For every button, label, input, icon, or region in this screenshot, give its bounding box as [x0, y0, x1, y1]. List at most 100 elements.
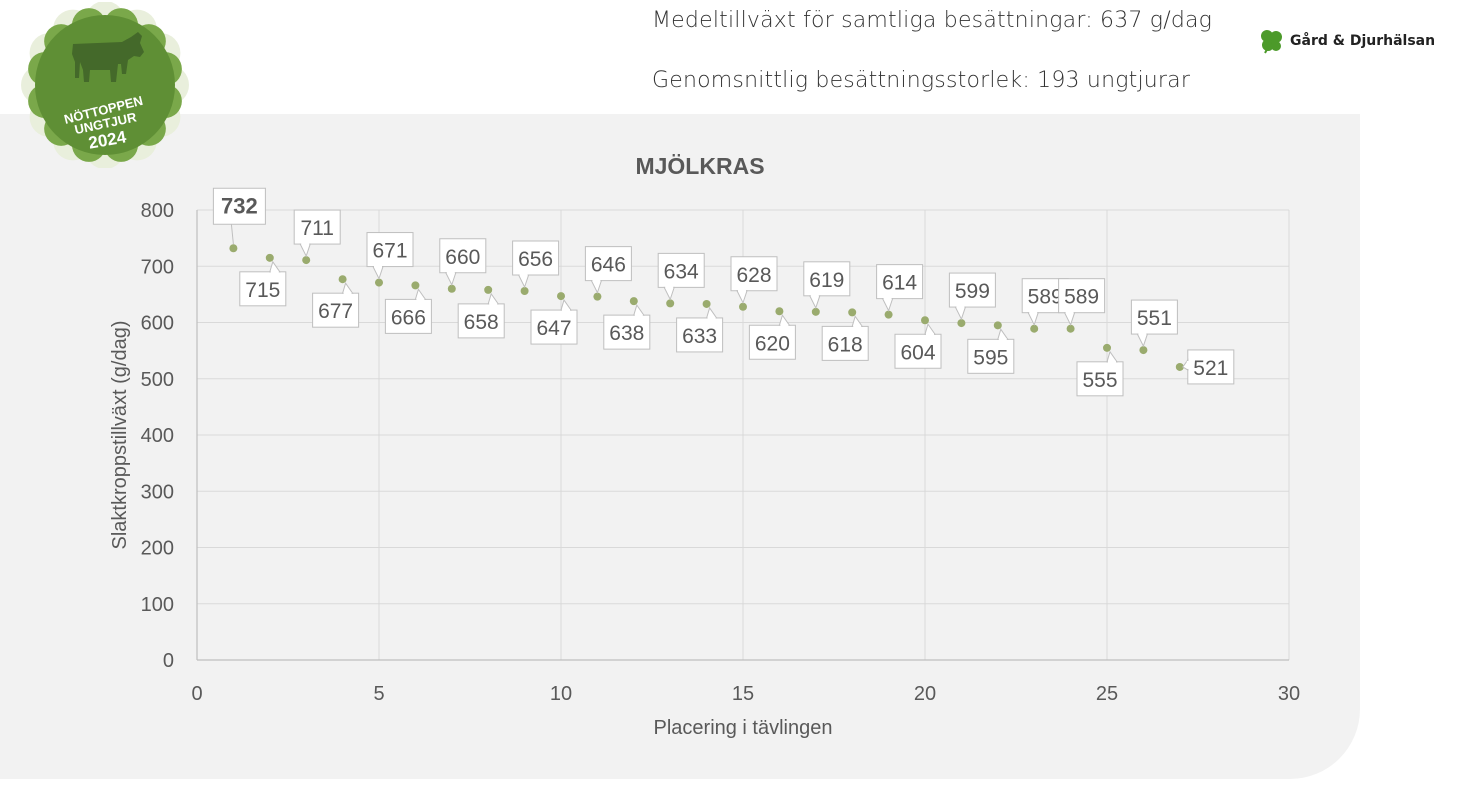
data-label-pointer [1106, 350, 1118, 363]
data-label-text: 589 [1064, 286, 1099, 309]
data-point [957, 319, 966, 328]
data-label-pointer [560, 298, 572, 311]
x-tick-label: 25 [1096, 683, 1118, 705]
data-point [811, 307, 820, 316]
data-label: 715 [239, 260, 287, 307]
data-label-box [948, 272, 996, 308]
data-label-pointer [299, 243, 311, 258]
data-label-box [803, 261, 851, 297]
data-point [1030, 324, 1039, 333]
data-label: 595 [967, 328, 1015, 374]
data-label: 711 [293, 209, 341, 258]
data-label: 638 [603, 303, 651, 350]
y-tick-label: 100 [141, 594, 174, 616]
brand-name: Gård & Djurhälsan [1290, 33, 1436, 49]
data-label-box [212, 187, 266, 225]
data-label-text: 633 [682, 325, 717, 348]
data-point [411, 281, 420, 290]
x-tick-label: 0 [191, 683, 202, 705]
data-label: 677 [312, 282, 360, 328]
data-label: 620 [748, 314, 796, 360]
nottoppen-badge: NÖTTOPPEN UNGTJUR 2024 [21, 2, 189, 168]
data-label-pointer [517, 274, 530, 289]
data-label: 634 [657, 252, 705, 301]
data-point [265, 253, 274, 262]
data-label-text: 638 [609, 322, 644, 345]
data-label-box [293, 209, 341, 245]
data-label-box [312, 292, 360, 328]
data-label-box [457, 303, 505, 339]
data-label-text: 555 [1082, 369, 1117, 392]
chart-title: MJÖLKRAS [635, 153, 764, 179]
data-label-pointer [590, 280, 603, 294]
data-label-text: 715 [245, 279, 280, 302]
data-label: 633 [676, 306, 724, 353]
data-point [229, 244, 238, 253]
data-label-box [676, 317, 724, 353]
data-point [520, 287, 529, 295]
data-label-text: 620 [755, 332, 790, 355]
data-label-text: 619 [809, 269, 844, 292]
data-point [848, 308, 857, 317]
data-label-text: 551 [1137, 307, 1172, 330]
data-label-pointer [924, 323, 936, 335]
data-label: 646 [584, 246, 632, 294]
data-label-box [439, 238, 487, 274]
data-point [484, 285, 493, 294]
data-label-text: 732 [221, 193, 258, 218]
data-label-pointer [372, 266, 384, 280]
data-point [666, 299, 675, 308]
data-label-text: 634 [664, 260, 699, 283]
data-point [302, 256, 311, 265]
data-point [375, 278, 383, 287]
data-point [702, 299, 711, 308]
axes [196, 210, 1289, 661]
data-points [229, 244, 1184, 371]
data-label: 628 [730, 256, 778, 305]
data-label-text: 646 [591, 254, 626, 277]
data-label-box [657, 252, 705, 288]
data-point [1066, 324, 1075, 333]
data-label-pointer [851, 315, 864, 327]
data-label: 656 [512, 240, 560, 289]
data-label-box [366, 232, 414, 268]
data-label-box [384, 298, 432, 334]
data-label-box [748, 324, 796, 360]
y-tick-label: 400 [141, 425, 174, 447]
data-label-text: 658 [464, 311, 499, 334]
x-tick-label: 5 [373, 683, 384, 705]
data-label-pointer [663, 286, 675, 301]
data-point [775, 307, 784, 316]
data-label: 671 [366, 232, 414, 280]
data-label-pointer [954, 306, 967, 321]
data-point [447, 284, 456, 293]
data-label-text: 521 [1193, 357, 1228, 380]
data-point [993, 321, 1002, 330]
data-label-pointer [633, 303, 645, 316]
data-labels: 732 715 711 677 671 666 660 658 656 647 646 638 634 6… [212, 187, 1235, 397]
data-point [557, 292, 565, 301]
data-point [1175, 362, 1184, 371]
x-tick-label: 30 [1278, 683, 1300, 705]
data-label: 658 [457, 292, 505, 339]
x-tick-label: 15 [732, 683, 754, 705]
data-label-box [876, 264, 924, 300]
data-point [1103, 343, 1111, 352]
data-point [1139, 346, 1148, 355]
data-point [921, 316, 929, 325]
data-point [884, 310, 893, 319]
data-label-box [1058, 278, 1106, 314]
data-label-text: 599 [955, 280, 990, 303]
data-label-pointer [705, 306, 718, 319]
data-label-pointer [487, 292, 500, 305]
data-label-box [821, 325, 869, 361]
x-tick-label: 20 [914, 683, 936, 705]
data-label-pointer [230, 224, 234, 245]
data-label: 619 [803, 261, 851, 310]
data-point [739, 302, 747, 311]
data-label-text: 711 [300, 217, 333, 240]
data-label-pointer [778, 314, 791, 326]
data-label-text: 666 [391, 306, 426, 329]
y-tick-label: 300 [141, 481, 174, 503]
